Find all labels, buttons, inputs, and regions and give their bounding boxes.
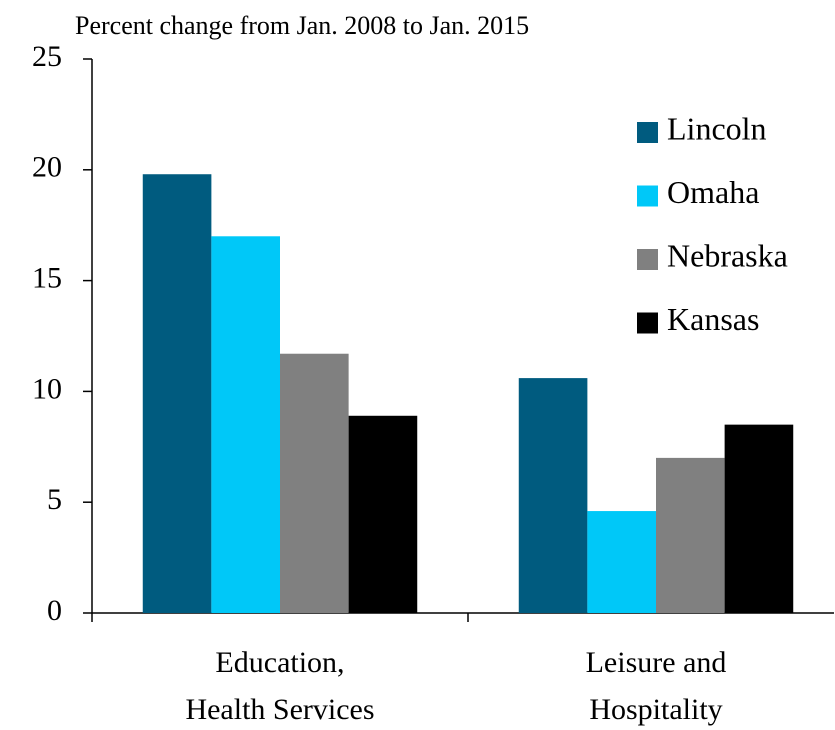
chart-title: Percent change from Jan. 2008 to Jan. 20…	[75, 11, 529, 40]
bar	[280, 353, 349, 613]
bar	[656, 457, 725, 613]
y-tick-label: 0	[47, 594, 62, 627]
y-tick-label: 25	[32, 40, 62, 73]
legend-swatch	[637, 185, 658, 207]
legend-swatch	[637, 312, 658, 334]
y-tick-label: 10	[32, 372, 62, 405]
x-tick-label: Education, Health Services	[185, 646, 374, 726]
bar	[348, 415, 418, 613]
bar	[724, 424, 794, 613]
legend-label: Kansas	[667, 301, 759, 337]
bar	[518, 378, 588, 613]
y-tick-label: 20	[32, 151, 62, 184]
y-tick-label: 5	[47, 483, 62, 516]
bar	[587, 511, 656, 613]
bar	[211, 236, 280, 613]
bar	[142, 174, 212, 613]
legend-label: Omaha	[667, 174, 759, 210]
legend-swatch	[637, 122, 658, 143]
legend-swatch	[637, 249, 658, 270]
x-tick-label: Leisure and Hospitality	[586, 646, 727, 726]
legend-label: Lincoln	[667, 110, 767, 146]
legend-label: Nebraska	[667, 237, 788, 273]
y-tick-label: 15	[32, 261, 62, 294]
